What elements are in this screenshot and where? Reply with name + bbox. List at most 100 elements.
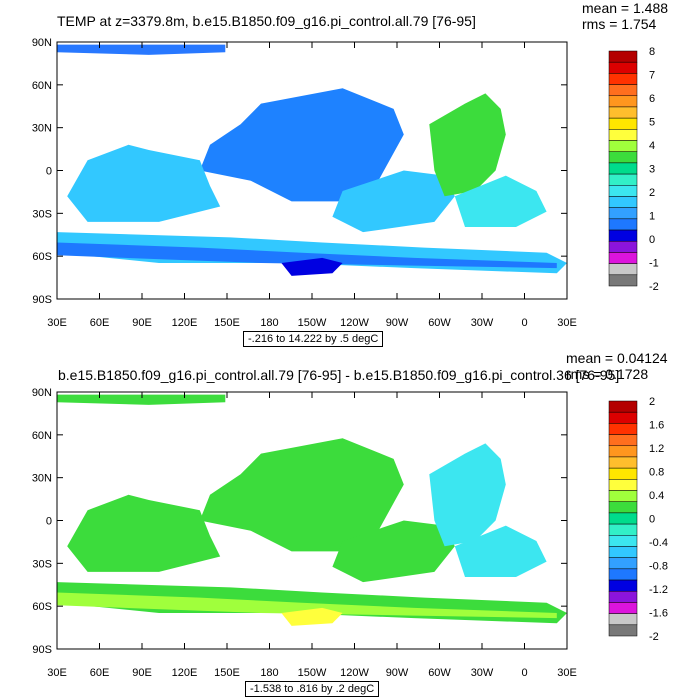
rms-readout: rms = 0.1728 [566, 366, 649, 382]
colorbar-swatch [608, 557, 638, 570]
colorbar-label: 2 [649, 187, 655, 199]
colorbar-swatch [608, 95, 638, 108]
east-pacific-field [332, 170, 455, 233]
lat-tick-label: 60S [32, 601, 52, 613]
colorbar-label: 8 [649, 46, 655, 58]
mean-readout: mean = 1.488 [582, 0, 669, 16]
colorbar-label: 0.8 [649, 467, 664, 479]
colorbar-swatch [608, 411, 638, 424]
indian-ocean-field [67, 494, 221, 572]
lat-tick-label: 60N [32, 80, 52, 92]
lon-tick-label: 120E [172, 667, 198, 679]
colorbar-swatch [608, 117, 638, 130]
lon-tick-label: 180 [260, 667, 278, 679]
north-atlantic-field [429, 443, 506, 547]
colorbar-label: 7 [649, 70, 655, 82]
panel-title: b.e15.B1850.f09_g16.pi_control.all.79 [7… [58, 367, 620, 383]
south-atlantic-field [454, 525, 547, 578]
colorbar-label: -2 [649, 631, 659, 643]
colorbar-swatch [608, 400, 638, 413]
southern-ocean-deep-field [57, 242, 557, 269]
lon-tick-label: 120E [172, 317, 198, 329]
colorbar-swatch [608, 50, 638, 63]
lon-tick-label: 0 [521, 317, 527, 329]
indian-ocean-field [67, 144, 221, 222]
lat-tick-label: 60N [32, 430, 52, 442]
southern-ocean-deep-field [57, 592, 557, 619]
antarctic-shelf-field [281, 257, 343, 276]
colorbar-swatch [608, 590, 638, 603]
colorbar-label: 1.2 [649, 443, 664, 455]
lon-tick-label: 90W [386, 317, 409, 329]
colorbar-swatch [608, 456, 638, 469]
lon-tick-label: 90E [132, 317, 152, 329]
colorbar-label: 3 [649, 164, 655, 176]
contour-caption: -1.538 to .816 by .2 degC [245, 681, 380, 697]
pacific-ocean-field [199, 88, 404, 202]
lat-tick-label: 0 [46, 516, 52, 528]
lon-tick-label: 150E [214, 667, 240, 679]
colorbar-label: 4 [649, 140, 655, 152]
lon-tick-label: 180 [260, 317, 278, 329]
colorbar-label: 0 [649, 234, 655, 246]
ocean-fields [57, 44, 567, 276]
colorbar-label: 0.4 [649, 490, 664, 502]
colorbar-swatch [608, 467, 638, 480]
lon-tick-label: 90E [132, 667, 152, 679]
lon-tick-label: 120W [340, 317, 369, 329]
colorbar-swatch [608, 479, 638, 491]
lon-tick-label: 60E [90, 317, 110, 329]
colorbar-label: 0 [649, 514, 655, 526]
lat-tick-label: 60S [32, 251, 52, 263]
colorbar-swatch [608, 252, 638, 264]
map-panel-top: TEMP at z=3379.8m, b.e15.B1850.f09_g16.p… [32, 0, 669, 347]
lon-tick-label: 60W [428, 317, 451, 329]
colorbar-swatch [608, 501, 638, 514]
contour-caption: -.216 to 14.222 by .5 degC [243, 331, 384, 347]
lat-tick-label: 0 [46, 166, 52, 178]
lon-tick-label: 30W [471, 667, 494, 679]
colorbar-swatch [608, 568, 638, 581]
lat-tick-label: 30N [32, 473, 52, 485]
colorbar-swatch [608, 73, 638, 85]
lat-tick-label: 90S [32, 644, 52, 656]
colorbar-swatch [608, 207, 638, 220]
colorbar-swatch [608, 84, 638, 97]
lat-tick-label: 90N [32, 37, 52, 49]
colorbar-swatch [608, 546, 638, 558]
lat-tick-label: 30S [32, 558, 52, 570]
colorbar-swatch [608, 196, 638, 208]
colorbar-swatch [608, 602, 638, 614]
lon-tick-label: 90W [386, 667, 409, 679]
lon-tick-label: 150W [298, 667, 327, 679]
colorbar-swatch [608, 218, 638, 231]
north-atlantic-field [429, 93, 506, 197]
mean-readout: mean = 0.04124 [566, 350, 668, 366]
colorbar-swatch [608, 229, 638, 242]
colorbar-swatch [608, 162, 638, 175]
east-pacific-field [332, 520, 455, 583]
colorbar-swatch [608, 512, 638, 525]
colorbar-label: 1.6 [649, 420, 664, 432]
lon-tick-label: 30E [47, 317, 67, 329]
colorbar-swatch [608, 61, 638, 74]
colorbar-swatch [608, 140, 638, 152]
colorbar-swatch [608, 445, 638, 458]
colorbar-label: -0.4 [649, 537, 668, 549]
map-panel-bottom: b.e15.B1850.f09_g16.pi_control.all.79 [7… [0, 350, 700, 700]
colorbar-label: -2 [649, 281, 659, 293]
lon-tick-label: 150E [214, 317, 240, 329]
lat-tick-label: 30N [32, 123, 52, 135]
lon-tick-label: 30E [47, 667, 67, 679]
colorbar-label: -1 [649, 258, 659, 270]
lon-tick-label: 30E [557, 667, 577, 679]
panel-title: TEMP at z=3379.8m, b.e15.B1850.f09_g16.p… [57, 13, 476, 29]
colorbar-swatch [608, 106, 638, 119]
colorbar-swatch [608, 274, 638, 287]
pacific-ocean-field [199, 438, 404, 552]
colorbar-swatch [608, 129, 638, 141]
colorbar-label: 2 [649, 396, 655, 408]
lon-tick-label: 0 [521, 667, 527, 679]
colorbar-swatch [608, 579, 638, 592]
